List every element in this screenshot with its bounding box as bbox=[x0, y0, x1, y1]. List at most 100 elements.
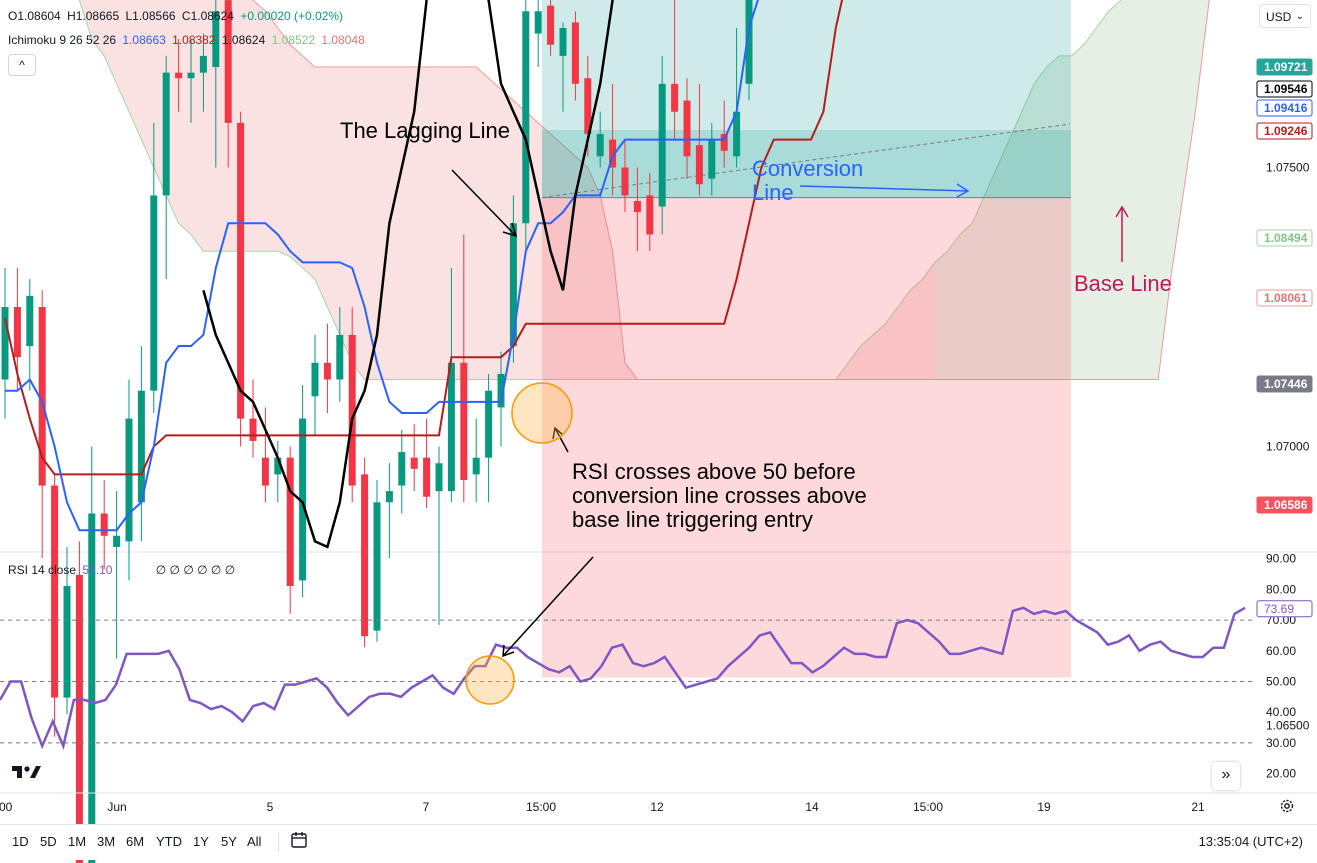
stop-loss-price-tag: 1.06586 bbox=[1256, 496, 1313, 514]
entry-price-tag-bg bbox=[1256, 375, 1313, 393]
candle bbox=[311, 334, 319, 436]
rsi-tick-label: 30.00 bbox=[1266, 736, 1296, 750]
candle bbox=[51, 474, 59, 737]
candle bbox=[472, 418, 480, 503]
timeframe-1y[interactable]: 1Y bbox=[193, 834, 209, 849]
take-profit-zone bbox=[542, 0, 1071, 198]
candle bbox=[100, 479, 108, 570]
candle-body bbox=[509, 223, 517, 347]
candle-body bbox=[547, 5, 555, 45]
calendar-icon[interactable] bbox=[290, 831, 308, 849]
highlight-circle-crossover bbox=[511, 382, 573, 444]
scroll-to-realtime-button[interactable]: » bbox=[1212, 762, 1240, 790]
timeframe-3m[interactable]: 3M bbox=[97, 834, 116, 849]
ohlc-legend: O1.08604 H1.08665 L1.08566 C1.08624 +0.0… bbox=[8, 9, 346, 23]
candle-body bbox=[609, 139, 617, 168]
lagging-price-tag-text: 1.09546 bbox=[1264, 82, 1308, 96]
candle bbox=[26, 279, 34, 391]
candle-body bbox=[584, 78, 592, 135]
candle-body bbox=[447, 362, 455, 492]
ichimoku-legend[interactable]: Ichimoku 9 26 52 26 1.08663 1.08382 1.08… bbox=[8, 33, 368, 47]
span-b-price-tag-text: 1.08061 bbox=[1264, 291, 1308, 305]
candle bbox=[299, 385, 307, 598]
annotation-arrowhead bbox=[502, 644, 515, 658]
candle bbox=[187, 39, 195, 123]
timeframe-1d[interactable]: 1D bbox=[12, 834, 29, 849]
take-profit-price-tag-bg bbox=[1256, 58, 1313, 76]
candle-body bbox=[497, 373, 505, 408]
time-tick-label: 15:00 bbox=[526, 800, 556, 814]
timeframe-ytd[interactable]: YTD bbox=[156, 834, 182, 849]
candle-body bbox=[162, 72, 170, 196]
timeframe-6m[interactable]: 6M bbox=[126, 834, 145, 849]
candle bbox=[286, 446, 294, 614]
stop-loss-zone bbox=[542, 197, 1071, 678]
candle-body bbox=[137, 390, 145, 503]
candle-body bbox=[88, 513, 96, 863]
candle-body bbox=[13, 307, 21, 358]
annotation-arrow bbox=[502, 556, 594, 657]
candle bbox=[175, 39, 183, 112]
span-b-price-tag-bg bbox=[1256, 289, 1313, 307]
rsi-pane: 20.0030.0040.0050.0060.0070.0080.0090.00… bbox=[0, 552, 1313, 781]
candle-body bbox=[299, 418, 307, 581]
candle-body bbox=[633, 200, 641, 213]
currency-select[interactable]: USD ⌄ bbox=[1259, 4, 1311, 28]
candle bbox=[447, 267, 455, 503]
candle-body bbox=[472, 457, 480, 475]
clock-timezone[interactable]: 13:35:04 (UTC+2) bbox=[1198, 834, 1303, 849]
timeframe-5y[interactable]: 5Y bbox=[221, 834, 237, 849]
price-tick-label: 1.07500 bbox=[1266, 161, 1310, 175]
candle bbox=[150, 122, 158, 414]
gear-icon[interactable] bbox=[1279, 798, 1295, 814]
stop-loss-price-tag-bg bbox=[1256, 496, 1313, 514]
rsi-name: RSI 14 close bbox=[8, 563, 77, 577]
candle bbox=[609, 83, 617, 196]
entry-price-tag-text: 1.07446 bbox=[1264, 377, 1308, 391]
candle-body bbox=[385, 491, 393, 503]
position-tool[interactable] bbox=[541, 0, 1071, 678]
candle-body bbox=[708, 139, 716, 179]
candle bbox=[237, 111, 245, 447]
candle bbox=[745, 0, 753, 101]
high-label: H bbox=[67, 9, 76, 23]
price-tick-label: 1.06500 bbox=[1266, 719, 1310, 733]
candle-body bbox=[621, 167, 629, 196]
candle-body bbox=[63, 586, 71, 698]
candle-body bbox=[113, 535, 121, 547]
timeframe-5d[interactable]: 5D bbox=[40, 834, 57, 849]
price-axis[interactable]: 1.065001.070001.075001.080001.085001.090… bbox=[1256, 0, 1313, 733]
tradingview-logo-icon[interactable] bbox=[10, 762, 44, 782]
candle bbox=[720, 100, 728, 168]
candle bbox=[385, 463, 393, 559]
candle-body bbox=[150, 195, 158, 391]
timeframe-all[interactable]: All bbox=[247, 834, 262, 849]
candle bbox=[249, 379, 257, 458]
candle-body bbox=[410, 457, 418, 469]
candle-body bbox=[274, 457, 282, 475]
candle bbox=[534, 0, 542, 68]
candle-body bbox=[199, 55, 207, 73]
time-tick-label: 14 bbox=[805, 800, 819, 814]
candle bbox=[113, 491, 121, 659]
candle bbox=[733, 28, 741, 168]
conversion-price-tag-bg bbox=[1256, 99, 1313, 117]
time-axis[interactable]: :00 Jun 5 7 15:00 12 14 15:00 19 21 bbox=[0, 792, 1317, 814]
time-tick-label: 19 bbox=[1037, 800, 1051, 814]
timeframe-1m[interactable]: 1M bbox=[68, 834, 87, 849]
rsi-legend[interactable]: RSI 14 close 58.10 ∅ ∅ ∅ ∅ ∅ ∅ bbox=[8, 563, 238, 577]
entry-price-tag: 1.07446 bbox=[1256, 375, 1313, 393]
annotation-arrow bbox=[799, 185, 969, 192]
highlight-circle-rsi bbox=[465, 655, 515, 705]
chevron-down-icon: ⌄ bbox=[1295, 11, 1304, 22]
leading-span-a-line bbox=[78, 0, 1122, 381]
span-a-price-tag: 1.08494 bbox=[1256, 229, 1313, 247]
candle-body bbox=[559, 28, 567, 56]
collapse-legend-button[interactable]: ^ bbox=[8, 54, 36, 76]
annotation-rsi-1: RSI crosses above 50 before bbox=[572, 459, 856, 484]
time-tick-label: 5 bbox=[267, 800, 274, 814]
low-label: L bbox=[125, 9, 133, 23]
candle-body bbox=[38, 307, 46, 486]
candle bbox=[410, 424, 418, 492]
candle-body bbox=[249, 418, 257, 441]
